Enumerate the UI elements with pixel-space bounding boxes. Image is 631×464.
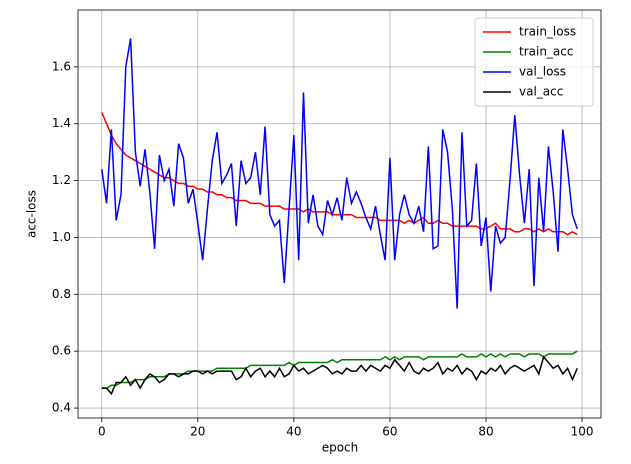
x-tick-label: 40	[286, 425, 301, 439]
line-series	[101, 112, 578, 236]
y-axis-label: acc-loss	[25, 190, 39, 238]
legend-label: train_loss	[519, 25, 576, 39]
x-tick-label: 0	[98, 425, 106, 439]
plot-frame	[77, 9, 602, 419]
y-tick-label: 1.4	[52, 116, 71, 130]
y-tick-label: 1.6	[52, 59, 71, 73]
y-tick-label: 0.8	[52, 287, 71, 301]
legend-label: val_acc	[519, 85, 563, 99]
legend-box	[474, 17, 594, 107]
y-tick-label: 0.6	[52, 344, 71, 358]
line-series	[101, 350, 578, 389]
x-tick-label: 20	[190, 425, 205, 439]
y-tick-label: 0.4	[52, 401, 71, 415]
legend-label: train_acc	[519, 45, 573, 59]
x-axis-label: epoch	[322, 441, 359, 455]
line-series	[101, 38, 578, 309]
x-tick-label: 100	[571, 425, 594, 439]
x-tick-label: 60	[382, 425, 397, 439]
y-tick-label: 1.0	[52, 230, 71, 244]
line-series	[101, 355, 578, 396]
legend-label: val_loss	[519, 65, 566, 79]
y-tick-label: 1.2	[52, 173, 71, 187]
x-tick-label: 80	[478, 425, 493, 439]
